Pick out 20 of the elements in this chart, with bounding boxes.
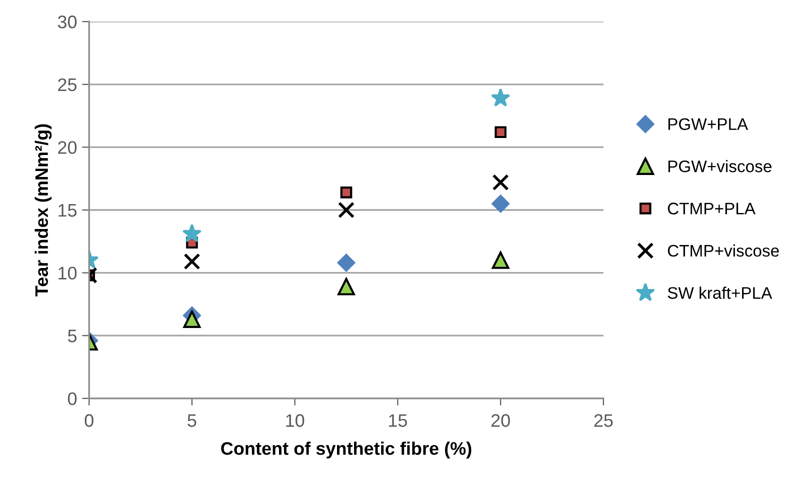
y-tick-label: 0	[68, 392, 77, 406]
legend-label: PGW+PLA	[668, 118, 748, 130]
x-axis-title: Content of synthetic fibre (%)	[221, 442, 472, 458]
y-tick-label: 10	[58, 266, 77, 280]
x-tick-label: 10	[286, 414, 304, 427]
x-tick-label: 15	[389, 414, 407, 427]
y-tick-label: 20	[58, 141, 77, 154]
y-axis-title: Tear index (mNm²/g)	[34, 124, 52, 296]
x-tick-label: 5	[188, 414, 196, 427]
y-tick-label: 25	[58, 78, 77, 92]
x-tick-label: 0	[84, 414, 94, 427]
x-tick-label: 25	[594, 414, 613, 427]
legend-label: CTMP+viscose	[668, 244, 779, 257]
legend-label: PGW+viscose	[668, 160, 772, 172]
legend-label: SW kraft+PLA	[668, 286, 772, 299]
y-tick-label: 5	[68, 330, 77, 342]
y-tick-label: 30	[58, 16, 77, 28]
x-tick-label: 20	[491, 414, 510, 427]
legend-label: CTMP+PLA	[668, 202, 756, 214]
y-tick-label: 15	[58, 204, 77, 217]
